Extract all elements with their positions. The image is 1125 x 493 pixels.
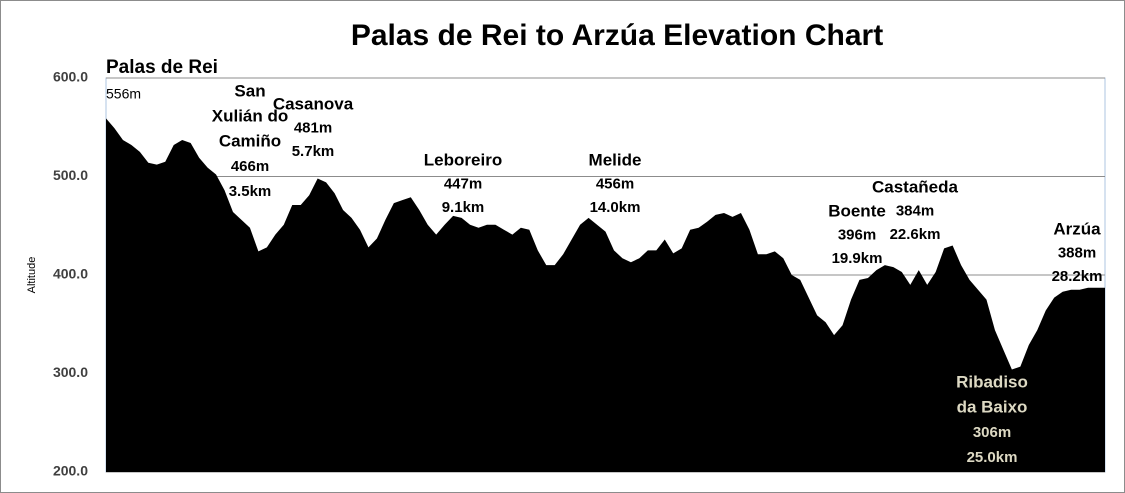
annotation: 384m bbox=[896, 202, 934, 219]
annotation: Boente bbox=[828, 201, 886, 220]
y-tick-label: 300.0 bbox=[53, 364, 88, 380]
annotation: Xulián do bbox=[212, 106, 289, 125]
annotation: 481m bbox=[294, 119, 332, 136]
annotation: 5.7km bbox=[292, 143, 335, 160]
annotation: 28.2km bbox=[1052, 268, 1103, 285]
annotation: Casanova bbox=[273, 94, 354, 113]
annotation: 22.6km bbox=[890, 226, 941, 243]
y-tick-label: 400.0 bbox=[53, 266, 88, 282]
annotation: 447m bbox=[444, 175, 482, 192]
annotation: San bbox=[234, 81, 265, 100]
annotation: Leboreiro bbox=[424, 150, 502, 169]
chart-title: Palas de Rei to Arzúa Elevation Chart bbox=[351, 19, 883, 52]
annotation: 14.0km bbox=[590, 199, 641, 216]
elevation-area bbox=[106, 118, 1105, 472]
annotation: Palas de Rei bbox=[106, 57, 218, 78]
annotation: 396m bbox=[838, 226, 876, 243]
annotation: 25.0km bbox=[967, 449, 1018, 466]
y-tick-label: 500.0 bbox=[53, 167, 88, 183]
annotation: 9.1km bbox=[442, 199, 485, 216]
y-axis-label: Altitude bbox=[26, 257, 38, 294]
annotation: 3.5km bbox=[229, 183, 272, 200]
annotation: 466m bbox=[231, 158, 269, 175]
annotation: Camiño bbox=[219, 131, 281, 150]
annotation: Castañeda bbox=[872, 177, 959, 196]
annotation: Ribadiso bbox=[956, 372, 1028, 391]
annotation: Arzúa bbox=[1053, 219, 1101, 238]
annotation: 19.9km bbox=[832, 250, 883, 267]
annotation: 556m bbox=[106, 86, 141, 102]
annotation: da Baixo bbox=[957, 397, 1028, 416]
y-tick-label: 200.0 bbox=[53, 463, 88, 479]
y-tick-label: 600.0 bbox=[53, 69, 88, 85]
annotation: 306m bbox=[973, 424, 1011, 441]
annotation: 456m bbox=[596, 175, 634, 192]
annotation: Melide bbox=[589, 150, 642, 169]
annotation: 388m bbox=[1058, 244, 1096, 261]
